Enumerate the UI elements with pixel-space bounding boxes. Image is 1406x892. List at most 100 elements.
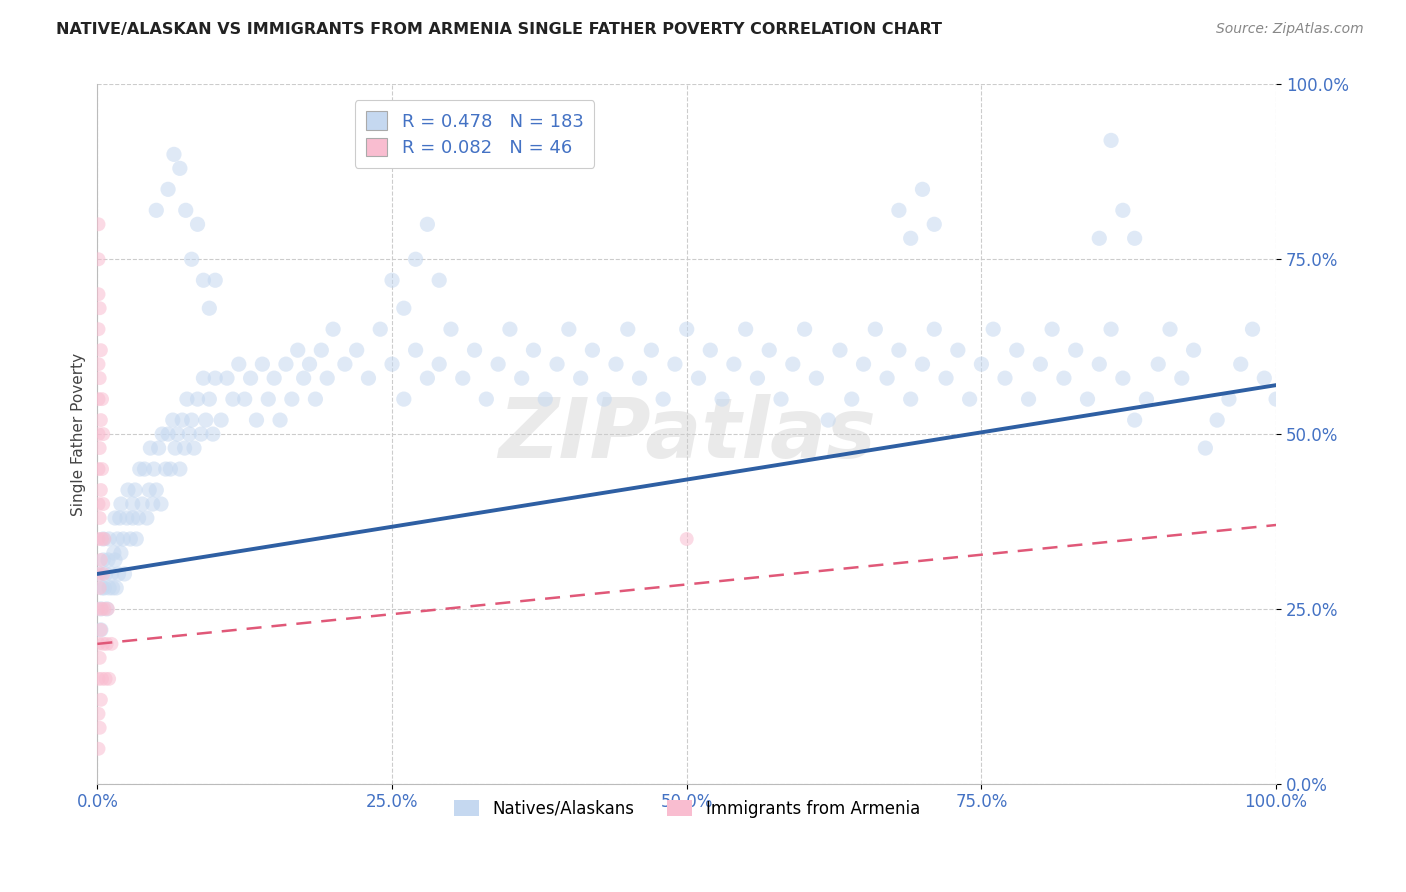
Point	[155, 462, 177, 476]
Point	[194, 413, 217, 427]
Point	[105, 581, 128, 595]
Point	[911, 357, 934, 371]
Point	[134, 462, 156, 476]
Point	[101, 581, 124, 595]
Point	[287, 343, 309, 358]
Point	[90, 343, 112, 358]
Point	[145, 483, 167, 497]
Point	[392, 392, 415, 406]
Point	[87, 427, 110, 442]
Point	[180, 413, 202, 427]
Text: ZIPatlas: ZIPatlas	[498, 393, 876, 475]
Point	[416, 217, 439, 231]
Point	[675, 322, 697, 336]
Point	[87, 637, 110, 651]
Point	[142, 462, 165, 476]
Point	[100, 566, 122, 581]
Point	[405, 343, 427, 358]
Point	[91, 672, 114, 686]
Point	[104, 553, 127, 567]
Point	[169, 161, 191, 176]
Point	[723, 357, 745, 371]
Point	[522, 343, 544, 358]
Point	[865, 322, 887, 336]
Point	[887, 343, 910, 358]
Point	[252, 357, 274, 371]
Point	[139, 441, 162, 455]
Point	[87, 672, 110, 686]
Point	[93, 602, 115, 616]
Point	[87, 462, 110, 476]
Point	[922, 322, 945, 336]
Point	[852, 357, 875, 371]
Point	[121, 511, 143, 525]
Point	[245, 413, 267, 427]
Point	[263, 371, 285, 385]
Point	[193, 273, 215, 287]
Point	[946, 343, 969, 358]
Point	[87, 532, 110, 546]
Point	[1099, 322, 1122, 336]
Point	[292, 371, 315, 385]
Point	[922, 217, 945, 231]
Point	[90, 623, 112, 637]
Point	[1229, 357, 1251, 371]
Point	[793, 322, 815, 336]
Point	[1218, 392, 1240, 406]
Point	[87, 602, 110, 616]
Point	[96, 602, 118, 616]
Point	[187, 392, 209, 406]
Point	[281, 392, 304, 406]
Point	[239, 371, 262, 385]
Point	[440, 322, 463, 336]
Legend: Natives/Alaskans, Immigrants from Armenia: Natives/Alaskans, Immigrants from Armeni…	[447, 793, 927, 824]
Point	[688, 371, 710, 385]
Point	[89, 511, 111, 525]
Point	[89, 566, 111, 581]
Point	[558, 322, 581, 336]
Point	[699, 343, 721, 358]
Point	[1064, 343, 1087, 358]
Point	[204, 371, 226, 385]
Point	[1265, 392, 1288, 406]
Point	[163, 147, 186, 161]
Point	[817, 413, 839, 427]
Point	[298, 357, 321, 371]
Point	[1123, 231, 1146, 245]
Point	[1088, 357, 1111, 371]
Point	[1241, 322, 1264, 336]
Point	[1159, 322, 1181, 336]
Point	[1171, 371, 1194, 385]
Point	[91, 581, 114, 595]
Point	[90, 693, 112, 707]
Point	[190, 427, 212, 442]
Point	[90, 553, 112, 567]
Point	[91, 566, 114, 581]
Point	[257, 392, 280, 406]
Point	[128, 511, 150, 525]
Point	[91, 637, 114, 651]
Point	[215, 371, 238, 385]
Point	[91, 462, 114, 476]
Point	[87, 322, 110, 336]
Point	[981, 322, 1004, 336]
Point	[1147, 357, 1170, 371]
Text: Source: ZipAtlas.com: Source: ZipAtlas.com	[1216, 22, 1364, 37]
Point	[91, 392, 114, 406]
Point	[87, 741, 110, 756]
Point	[322, 322, 344, 336]
Point	[162, 413, 184, 427]
Point	[747, 371, 769, 385]
Point	[758, 343, 780, 358]
Point	[1135, 392, 1157, 406]
Point	[157, 427, 180, 442]
Point	[593, 392, 616, 406]
Point	[1194, 441, 1216, 455]
Point	[174, 203, 197, 218]
Point	[87, 287, 110, 301]
Point	[233, 392, 256, 406]
Point	[1076, 392, 1098, 406]
Point	[114, 566, 136, 581]
Point	[89, 651, 111, 665]
Point	[97, 602, 120, 616]
